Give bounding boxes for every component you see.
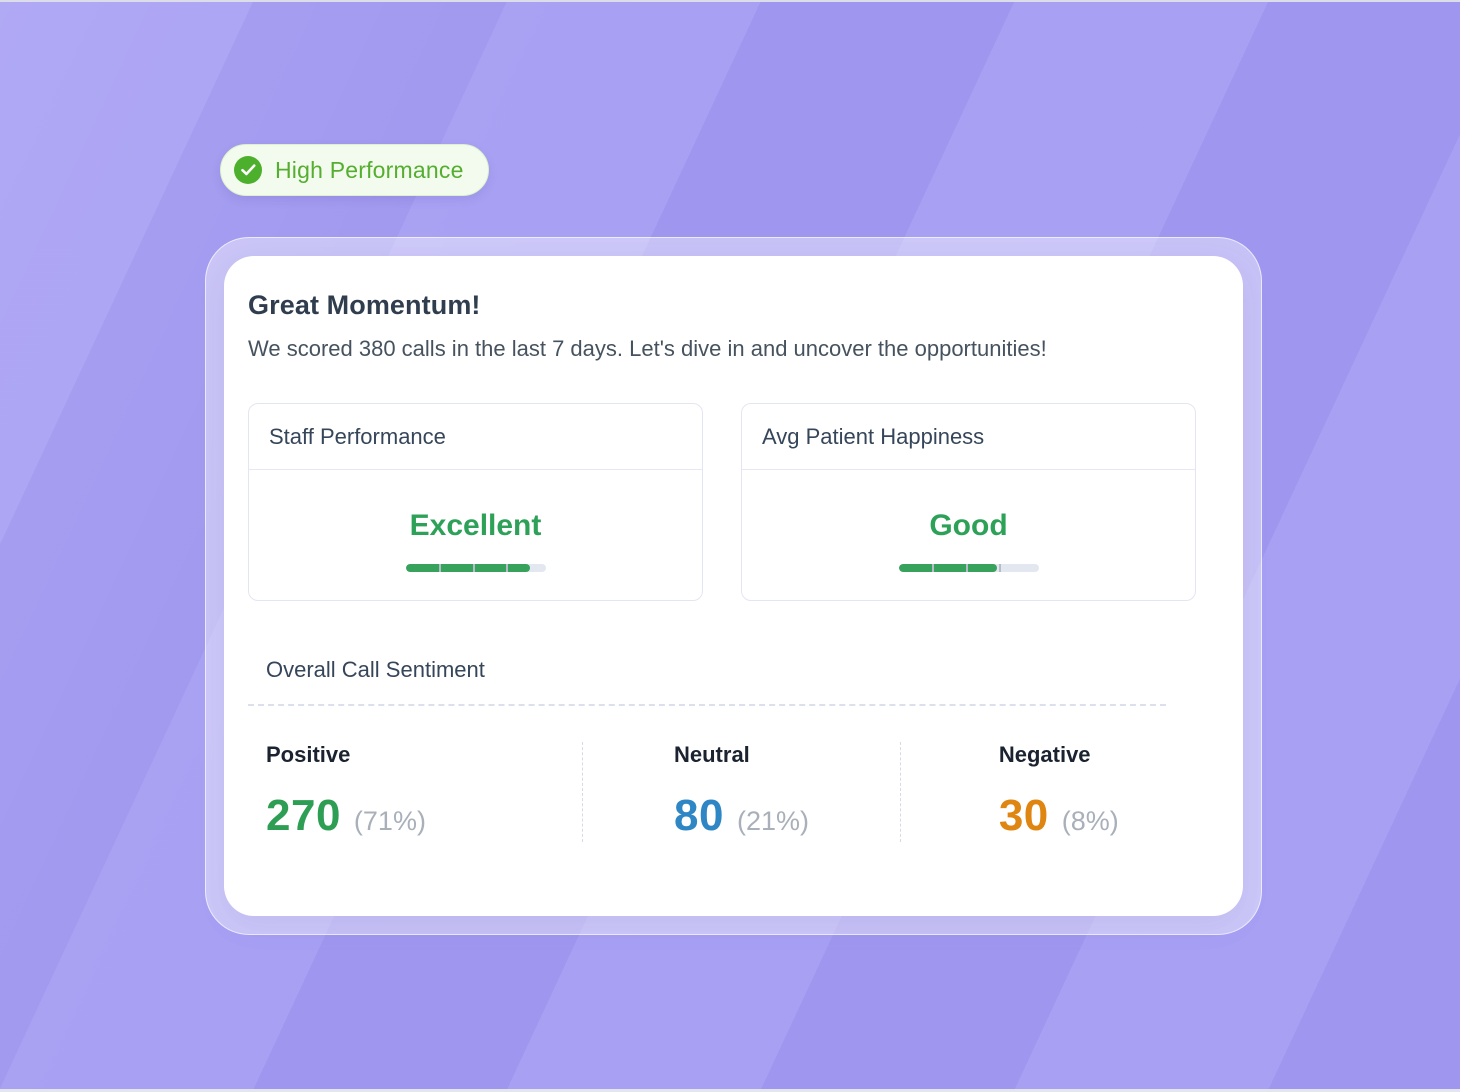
sentiment-section-title: Overall Call Sentiment bbox=[266, 657, 485, 682]
screen-top-edge bbox=[0, 0, 1460, 2]
summary-card: Great Momentum! We scored 380 calls in t… bbox=[224, 256, 1243, 916]
progress-tick bbox=[439, 563, 442, 572]
sentiment-count: 80 bbox=[674, 791, 724, 840]
progress-tick bbox=[506, 563, 509, 572]
high-performance-badge: High Performance bbox=[220, 144, 489, 196]
sentiment-label: Negative bbox=[998, 742, 1091, 767]
metric-value: Excellent bbox=[409, 508, 542, 542]
sentiment-percent: (21%) bbox=[736, 806, 809, 836]
sentiment-col-positive: Positive 270 (71%) bbox=[248, 742, 582, 842]
progress-bar bbox=[405, 563, 546, 572]
badge-label: High Performance bbox=[275, 156, 464, 183]
progress-bar bbox=[898, 563, 1039, 572]
sentiment-label: Neutral bbox=[674, 742, 750, 767]
section-divider bbox=[248, 704, 1166, 706]
progress-tick bbox=[965, 563, 968, 572]
progress-tick bbox=[472, 563, 475, 572]
sentiment-percent: (71%) bbox=[353, 806, 426, 836]
metric-body: Good bbox=[742, 470, 1195, 604]
metric-value: Good bbox=[929, 508, 1008, 542]
metric-card-staff-performance: Staff Performance Excellent bbox=[248, 403, 703, 601]
sentiment-label: Positive bbox=[266, 742, 351, 767]
progress-fill bbox=[405, 563, 531, 572]
screen-bottom-edge bbox=[0, 1089, 1460, 1092]
sentiment-count: 270 bbox=[266, 791, 341, 840]
card-subtitle: We scored 380 calls in the last 7 days. … bbox=[248, 336, 1047, 361]
metrics-row: Staff Performance Excellent Avg Patient … bbox=[248, 403, 1217, 601]
progress-fill bbox=[898, 563, 997, 572]
metric-title: Staff Performance bbox=[249, 404, 702, 470]
check-circle-icon bbox=[234, 156, 262, 184]
metric-title: Avg Patient Happiness bbox=[742, 404, 1195, 470]
metric-body: Excellent bbox=[249, 470, 702, 604]
sentiment-percent: (8%) bbox=[1061, 806, 1119, 836]
sentiment-count: 30 bbox=[998, 791, 1049, 840]
card-title: Great Momentum! bbox=[248, 290, 481, 320]
metric-card-avg-patient-happiness: Avg Patient Happiness Good bbox=[741, 403, 1196, 601]
sentiment-col-neutral: Neutral 80 (21%) bbox=[582, 742, 899, 842]
sentiment-col-negative: Negative 30 (8%) bbox=[899, 742, 1217, 842]
summary-card-frame: Great Momentum! We scored 380 calls in t… bbox=[205, 237, 1262, 935]
progress-tick bbox=[999, 563, 1002, 572]
progress-tick bbox=[932, 563, 935, 572]
sentiment-row: Positive 270 (71%) Neutral 80 (21%) bbox=[248, 742, 1217, 842]
